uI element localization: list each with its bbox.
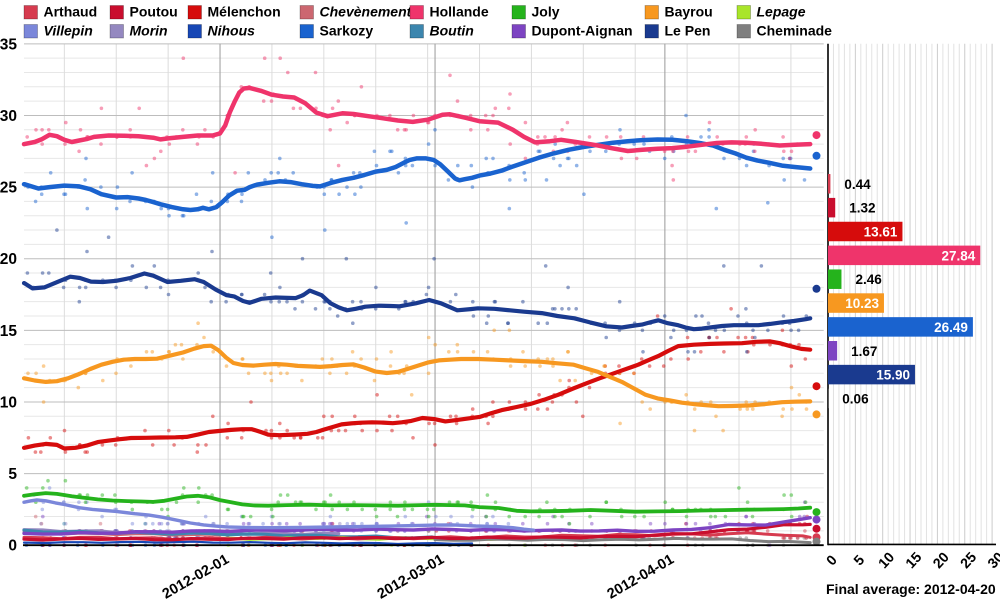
- svg-text:Nihous: Nihous: [208, 23, 256, 39]
- svg-text:10: 10: [0, 395, 17, 412]
- svg-text:15.90: 15.90: [876, 368, 910, 383]
- svg-text:Boutin: Boutin: [430, 23, 474, 39]
- svg-text:Final average: 2012-04-20: Final average: 2012-04-20: [826, 581, 996, 597]
- svg-text:Cheminade: Cheminade: [757, 23, 833, 39]
- svg-text:1.67: 1.67: [851, 344, 877, 359]
- svg-text:35: 35: [0, 36, 17, 53]
- svg-text:27.84: 27.84: [942, 248, 976, 263]
- svg-text:0: 0: [8, 538, 17, 555]
- svg-text:Dupont-Aignan: Dupont-Aignan: [532, 23, 633, 39]
- svg-text:30: 30: [0, 108, 17, 125]
- svg-text:Le Pen: Le Pen: [665, 23, 711, 39]
- svg-text:5: 5: [8, 466, 17, 483]
- svg-text:Chevènement: Chevènement: [320, 4, 413, 20]
- svg-text:1.32: 1.32: [849, 201, 875, 216]
- svg-text:Villepin: Villepin: [44, 23, 93, 39]
- svg-text:0.44: 0.44: [844, 177, 871, 192]
- svg-text:Joly: Joly: [532, 4, 560, 20]
- svg-text:2.46: 2.46: [856, 272, 883, 287]
- svg-text:25: 25: [0, 180, 17, 197]
- svg-text:13.61: 13.61: [864, 225, 898, 240]
- svg-text:15: 15: [0, 323, 17, 340]
- svg-text:26.49: 26.49: [934, 320, 968, 335]
- svg-text:Lepage: Lepage: [757, 4, 806, 20]
- svg-text:10.23: 10.23: [845, 296, 879, 311]
- svg-text:Morin: Morin: [130, 23, 168, 39]
- svg-text:Hollande: Hollande: [430, 4, 489, 20]
- svg-text:Arthaud: Arthaud: [44, 4, 98, 20]
- svg-text:Poutou: Poutou: [130, 4, 178, 20]
- svg-text:Sarkozy: Sarkozy: [320, 23, 374, 39]
- svg-text:20: 20: [0, 251, 17, 268]
- svg-text:Mélenchon: Mélenchon: [208, 4, 281, 20]
- svg-text:0.06: 0.06: [842, 391, 869, 406]
- svg-text:Bayrou: Bayrou: [665, 4, 713, 20]
